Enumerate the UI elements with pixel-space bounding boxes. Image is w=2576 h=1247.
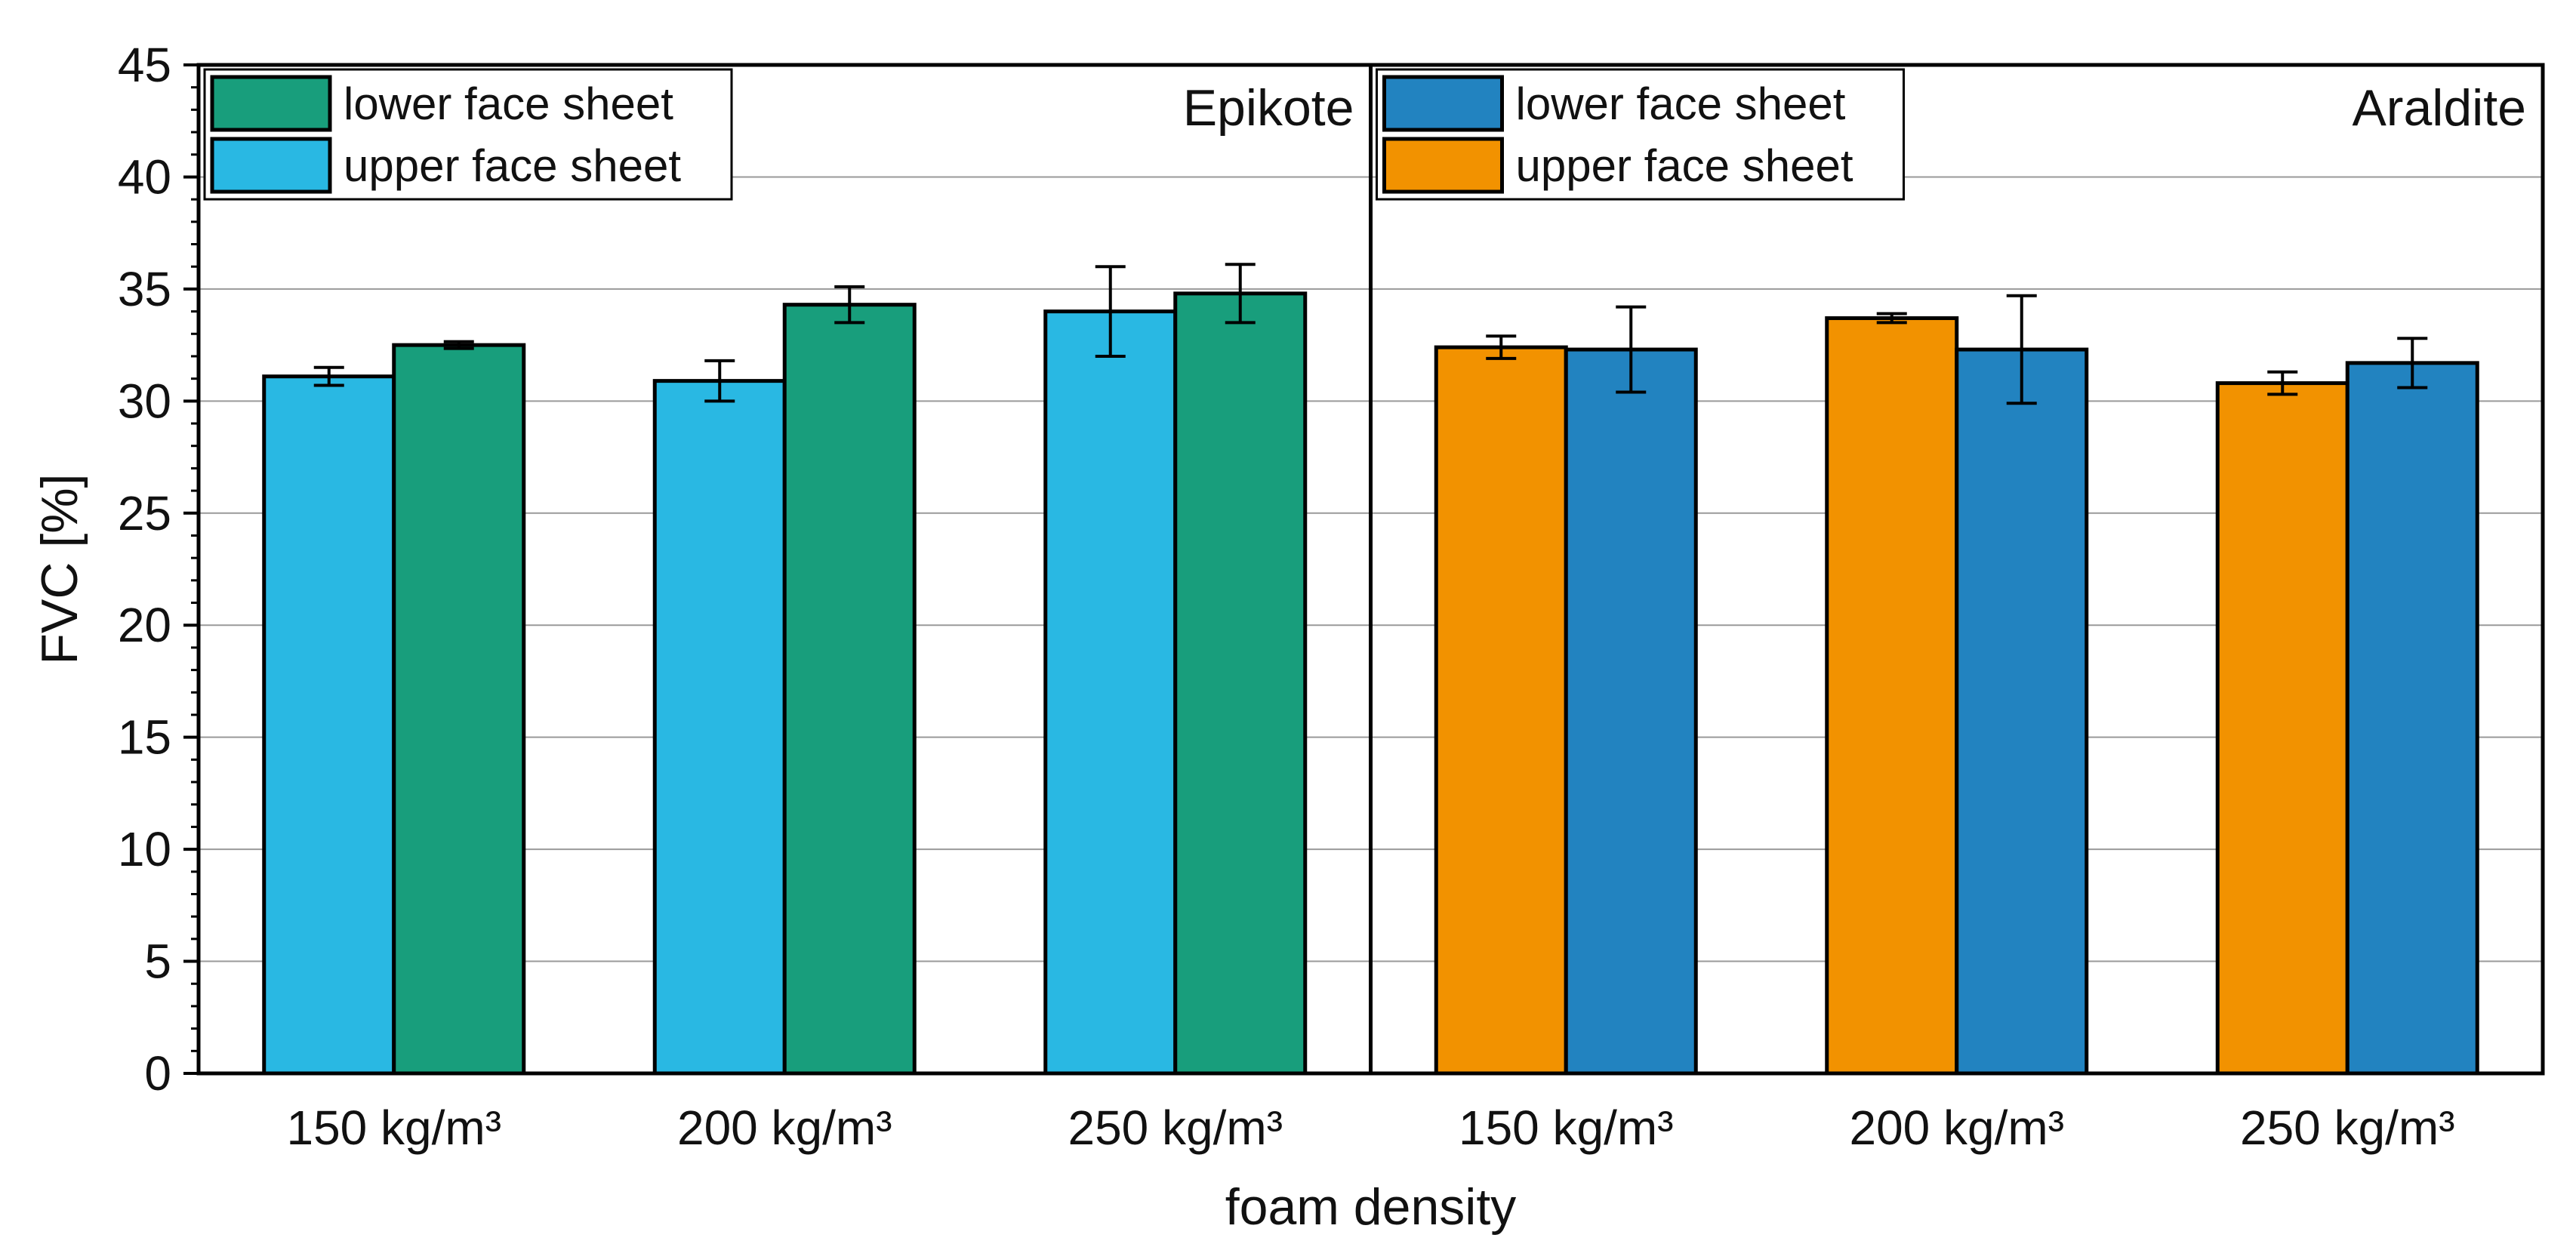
error-bar [834,285,865,325]
y-tick-label: 25 [118,486,171,540]
error-bar [1616,305,1647,394]
bar-araldite-lower-2 [2345,361,2479,1076]
legend-label: upper face sheet [1516,140,1853,191]
y-tick-label: 0 [144,1046,171,1101]
error-bar [2006,294,2037,405]
panel-title: Araldite [2352,79,2526,137]
legend-swatch [210,75,332,132]
y-tick-label: 30 [118,374,171,428]
x-tick-label: 200 kg/m³ [1849,1101,2064,1155]
legend-swatch [210,137,332,194]
legend-label: lower face sheet [1516,79,1846,129]
y-tick-label: 40 [118,149,171,204]
y-tick-label: 10 [118,822,171,876]
bars [262,291,2479,1076]
legend-label: lower face sheet [344,79,673,129]
legend-epikote: lower face sheet upper face sheet [203,68,733,201]
x-tick-label: 250 kg/m³ [2240,1101,2455,1155]
bar-epikote-lower-2 [1173,291,1308,1076]
y-tick-label: 5 [144,934,171,989]
error-bar [1876,312,1907,325]
y-tick-label: 15 [118,710,171,765]
bar-araldite-upper-1 [1825,316,1959,1076]
bar-araldite-lower-0 [1564,347,1698,1076]
error-bars [313,263,2428,405]
error-bar [704,359,735,403]
bar-epikote-upper-2 [1043,309,1178,1076]
x-tick-label: 250 kg/m³ [1068,1101,1283,1155]
y-tick-label: 35 [118,262,171,316]
error-bar [443,340,474,350]
error-bar [1486,334,1517,360]
legend-swatch [1382,137,1504,194]
y-axis-ticks: 0 5 10 15 20 25 30 35 40 45 [118,38,199,1101]
x-axis-title: foam density [1225,1178,1517,1236]
error-bar [1095,265,1126,358]
panel-titles: Epikote Araldite [1183,79,2526,137]
error-bar [2397,337,2428,389]
bar-epikote-upper-1 [652,379,787,1076]
x-tick-label: 150 kg/m³ [286,1101,501,1155]
bar-araldite-upper-0 [1434,345,1568,1076]
x-tick-label: 150 kg/m³ [1459,1101,1674,1155]
error-bar [313,365,344,387]
x-axis-tick-labels: 150 kg/m³ 200 kg/m³ 250 kg/m³ 150 kg/m³ 200 … [286,1101,2454,1155]
x-tick-label: 200 kg/m³ [677,1101,892,1155]
legend-araldite: lower face sheet upper face sheet [1376,68,1905,201]
bar-araldite-lower-1 [1955,347,2089,1076]
legend-swatch [1382,75,1504,132]
bar-epikote-lower-0 [392,343,526,1076]
legend-label: upper face sheet [344,140,681,191]
error-bar [1225,263,1256,325]
bar-epikote-lower-1 [782,303,917,1076]
bar-epikote-upper-0 [262,374,396,1076]
y-tick-label: 20 [118,598,171,652]
y-axis-title: FVC [%] [31,473,88,664]
panel-title: Epikote [1183,79,1354,137]
error-bar [2267,370,2298,396]
bar-araldite-upper-2 [2215,381,2350,1076]
y-tick-label: 45 [118,38,171,92]
